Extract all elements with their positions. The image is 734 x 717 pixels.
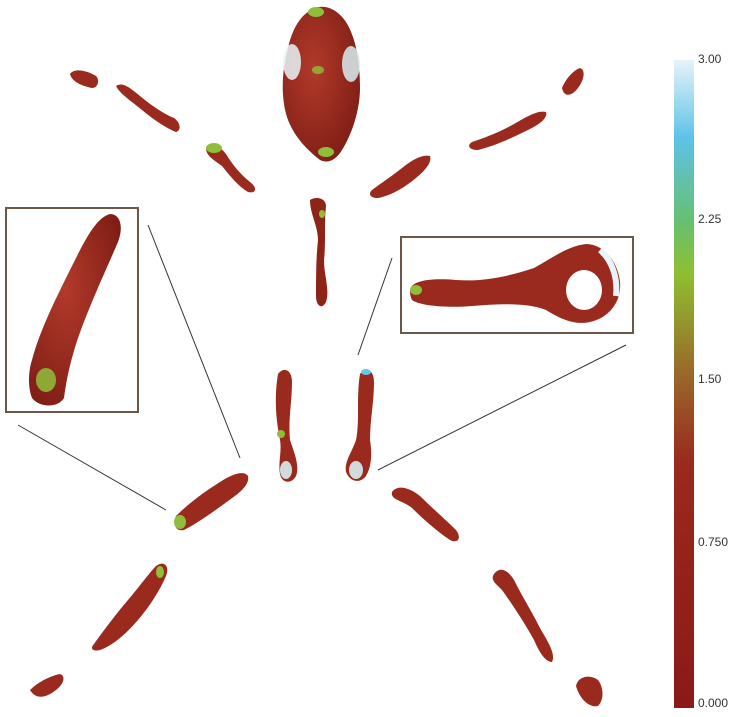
colorbar [674, 60, 694, 708]
right-leg [391, 487, 603, 707]
left-leg [30, 473, 249, 697]
skull [282, 6, 360, 162]
left-arm [70, 70, 256, 193]
pelvis-inset [400, 236, 634, 334]
colorbar-tick-max: 3.00 [698, 52, 722, 66]
pelvis [275, 369, 374, 482]
leader-lines [17, 224, 627, 511]
colorbar-tick-min: 0.000 [698, 696, 729, 710]
femur-inset [5, 207, 139, 413]
right-arm [370, 68, 584, 198]
spine [310, 198, 328, 307]
colorbar-tick-1-50: 1.50 [698, 372, 722, 386]
colorbar-tick-0-750: 0.750 [698, 535, 729, 549]
colorbar-tick-2-25: 2.25 [698, 212, 722, 226]
